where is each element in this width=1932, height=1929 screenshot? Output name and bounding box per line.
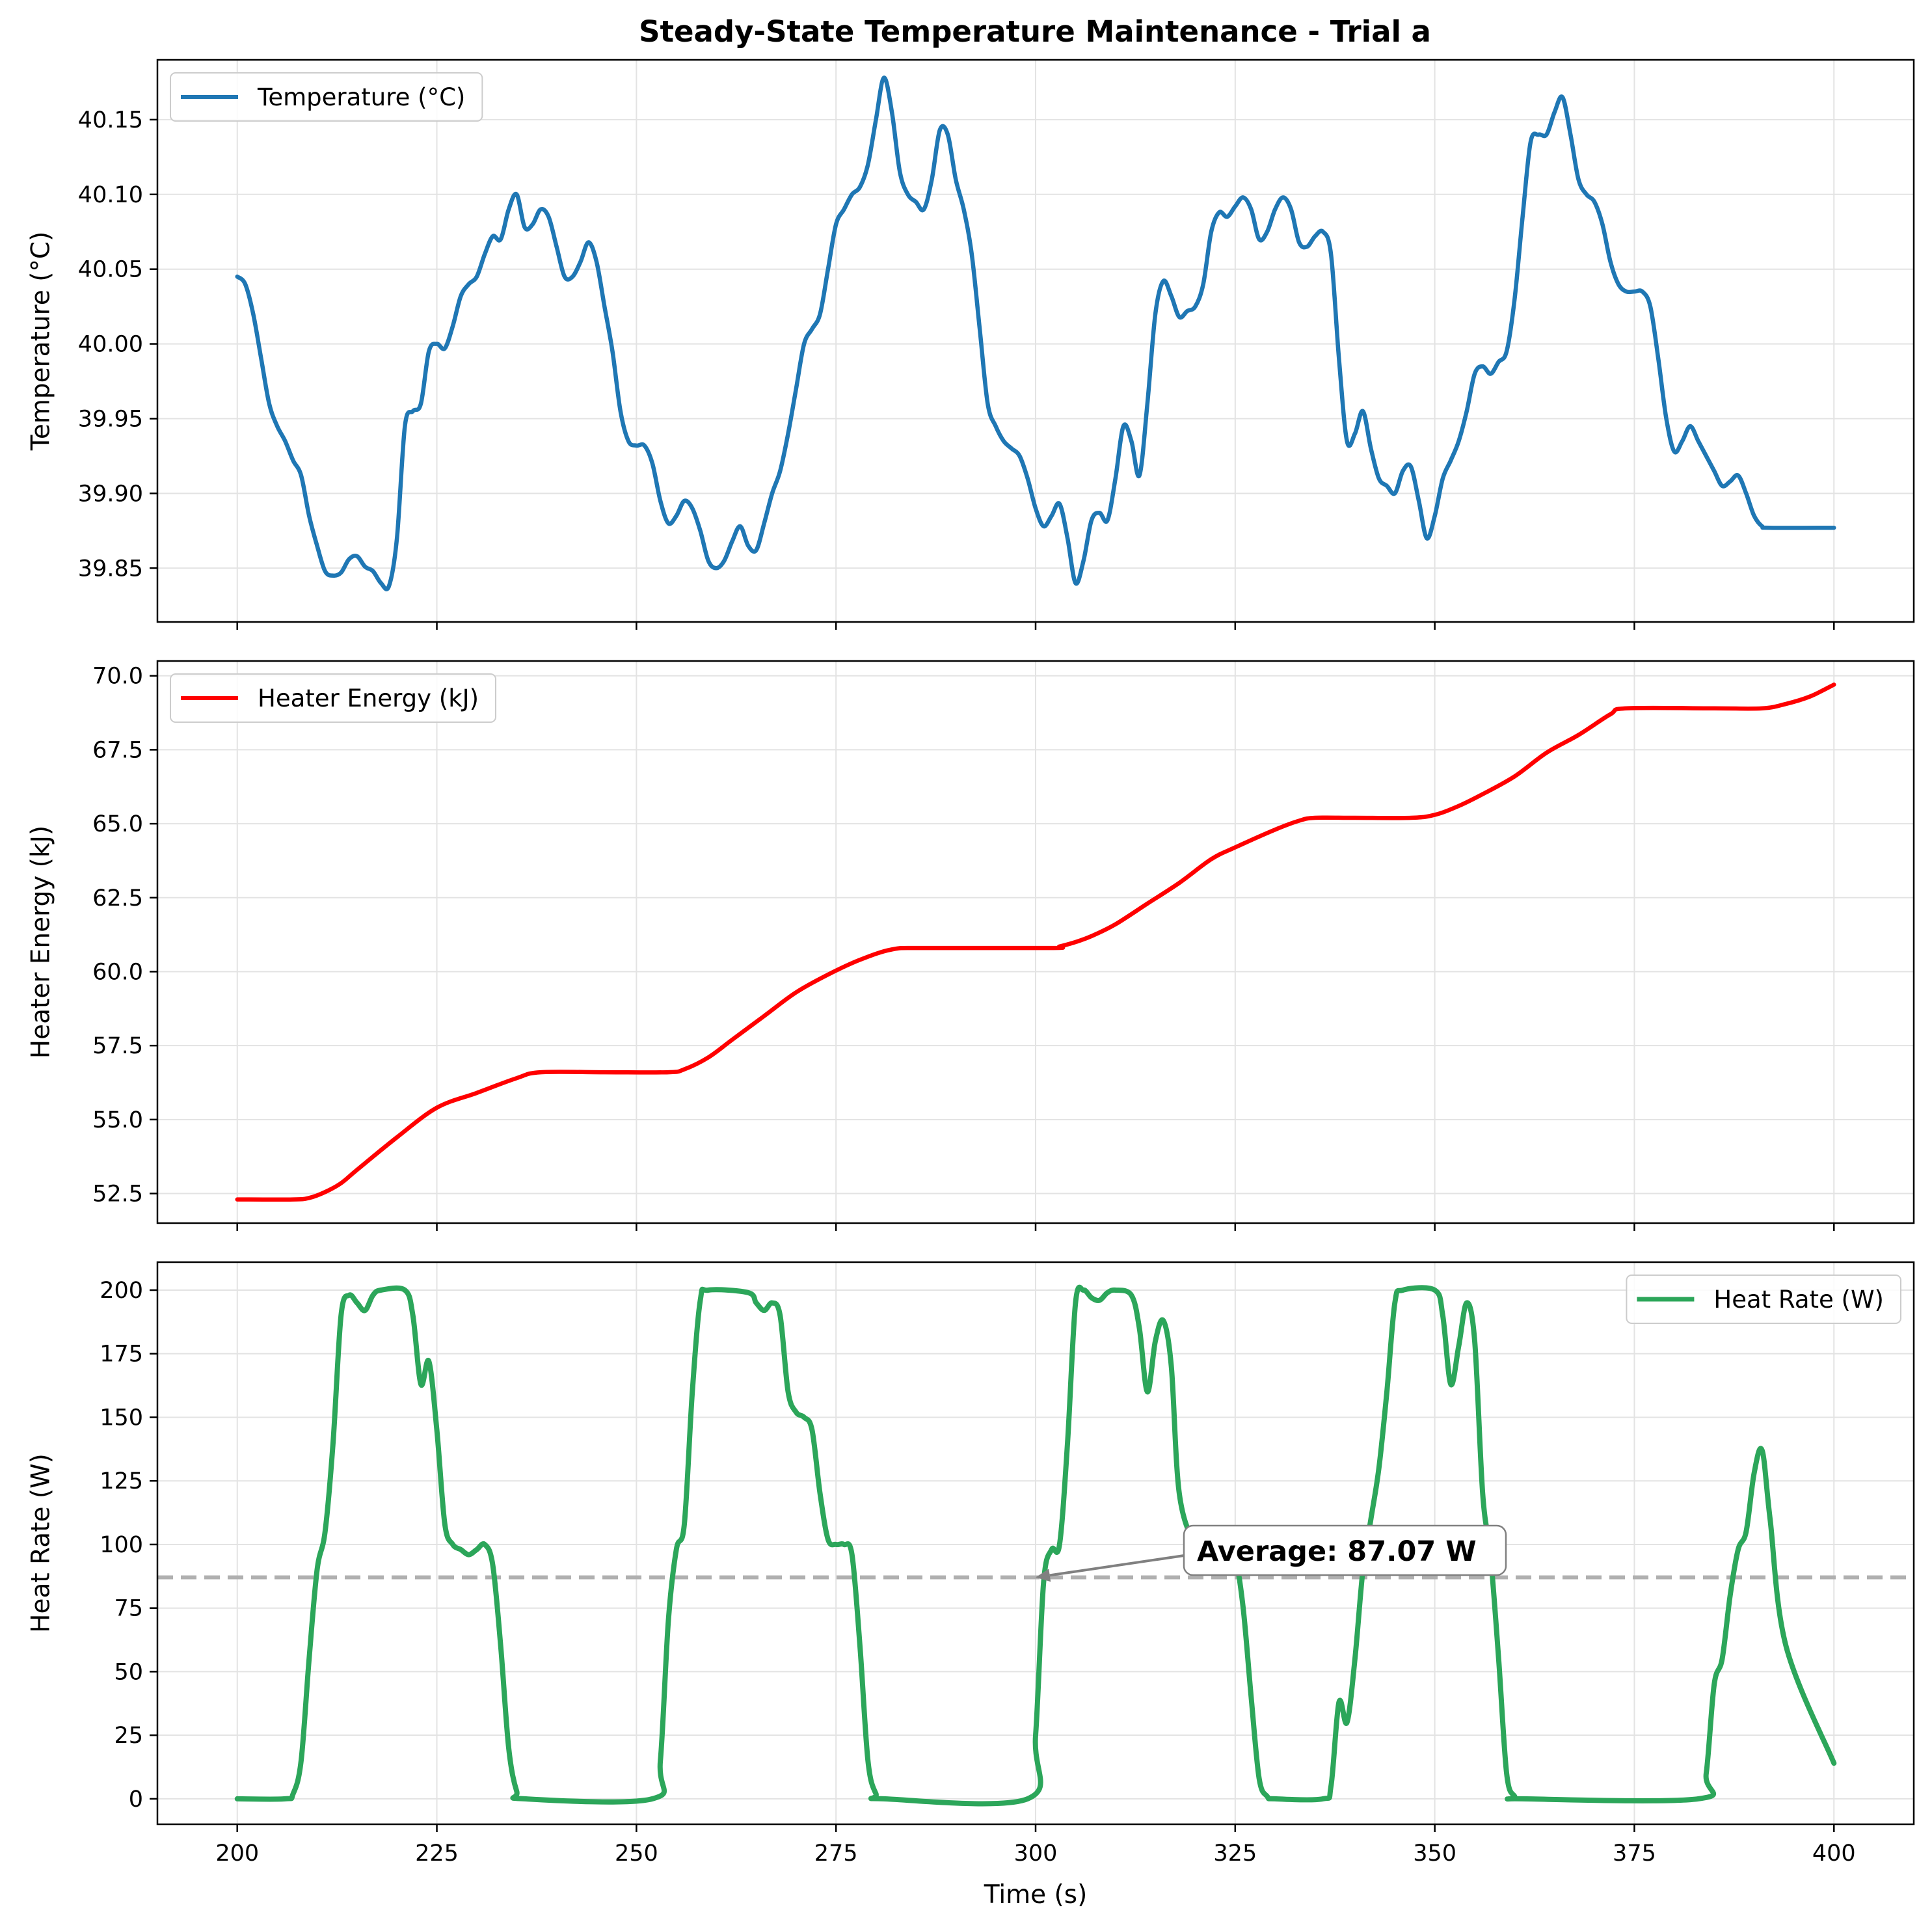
heater-energy-legend-label: Heater Energy (kJ) bbox=[258, 684, 479, 712]
heat-rate-series bbox=[234, 1284, 1837, 1807]
y-tick-label: 52.5 bbox=[92, 1181, 143, 1207]
y-tick-label: 175 bbox=[100, 1342, 143, 1368]
y-tick-label: 200 bbox=[100, 1278, 143, 1304]
heat-rate-legend-label: Heat Rate (W) bbox=[1713, 1286, 1884, 1314]
heat-rate-x-ticks: 200 225 250 275 300 325 350 375 400 bbox=[215, 1824, 1856, 1867]
temperature-y-ticks: 39.85 39.90 39.95 40.00 40.05 40.10 40.15 bbox=[78, 107, 157, 582]
y-tick-label: 39.95 bbox=[78, 406, 143, 432]
temperature-panel: 39.85 39.90 39.95 40.00 40.05 40.10 40.15 Temp… bbox=[27, 59, 1915, 630]
heater-energy-y-axis-label: Heater Energy (kJ) bbox=[27, 826, 56, 1059]
annotation-text: Average: 87.07 W bbox=[1197, 1535, 1477, 1568]
heat-rate-y-axis-label: Heat Rate (W) bbox=[27, 1453, 56, 1633]
series-line bbox=[235, 682, 1836, 1202]
annotation-arrow bbox=[1049, 1554, 1185, 1577]
x-tick-label: 225 bbox=[415, 1841, 459, 1867]
average-annotation: Average: 87.07 W bbox=[1036, 1524, 1507, 1582]
y-tick-label: 55.0 bbox=[92, 1107, 143, 1133]
temperature-series bbox=[235, 75, 1836, 591]
heater-energy-series bbox=[235, 682, 1836, 1202]
heat-rate-y-ticks: 0 25 50 75 100 125 150 175 200 bbox=[100, 1278, 157, 1813]
x-tick-label: 250 bbox=[615, 1841, 658, 1867]
y-tick-label: 75 bbox=[114, 1596, 143, 1622]
temperature-legend: Temperature (°C) bbox=[170, 72, 483, 122]
x-tick-label: 400 bbox=[1812, 1841, 1856, 1867]
y-tick-label: 0 bbox=[129, 1787, 143, 1813]
y-tick-label: 67.5 bbox=[92, 737, 143, 763]
y-tick-label: 40.10 bbox=[78, 182, 143, 208]
heat-rate-legend: Heat Rate (W) bbox=[1626, 1275, 1901, 1324]
heater-energy-grid bbox=[157, 661, 1914, 1223]
heater-energy-x-ticks bbox=[236, 1223, 1835, 1231]
x-tick-label: 200 bbox=[215, 1841, 259, 1867]
x-tick-label: 350 bbox=[1413, 1841, 1456, 1867]
y-tick-label: 150 bbox=[100, 1405, 143, 1431]
y-tick-label: 60.0 bbox=[92, 959, 143, 985]
heat-rate-panel: 0 25 50 75 100 125 150 175 200 200 225 250 275 300 32… bbox=[27, 1261, 1915, 1909]
series-line bbox=[235, 75, 1836, 591]
y-tick-label: 70.0 bbox=[92, 664, 143, 690]
temperature-grid bbox=[157, 60, 1914, 622]
series-line bbox=[234, 1284, 1837, 1807]
annotation-arrowhead bbox=[1036, 1569, 1051, 1582]
y-tick-label: 100 bbox=[100, 1532, 143, 1558]
annotation-box bbox=[1183, 1524, 1507, 1576]
heater-energy-panel: 52.5 55.0 57.5 60.0 62.5 65.0 67.5 70.0 Heater … bbox=[27, 660, 1915, 1231]
y-tick-label: 50 bbox=[114, 1659, 143, 1685]
temperature-x-ticks bbox=[236, 622, 1835, 630]
x-tick-label: 325 bbox=[1213, 1841, 1257, 1867]
y-tick-label: 40.00 bbox=[78, 332, 143, 358]
y-tick-label: 40.15 bbox=[78, 107, 143, 133]
y-tick-label: 62.5 bbox=[92, 885, 143, 911]
x-tick-label: 275 bbox=[814, 1841, 858, 1867]
x-axis-label: Time (s) bbox=[984, 1880, 1088, 1909]
y-tick-label: 65.0 bbox=[92, 811, 143, 837]
heater-energy-y-ticks: 52.5 55.0 57.5 60.0 62.5 65.0 67.5 70.0 bbox=[92, 664, 157, 1207]
y-tick-label: 39.85 bbox=[78, 556, 143, 582]
x-tick-label: 300 bbox=[1014, 1841, 1058, 1867]
y-tick-label: 57.5 bbox=[92, 1033, 143, 1059]
heater-energy-legend: Heater Energy (kJ) bbox=[170, 673, 497, 723]
chart-title: Steady-State Temperature Maintenance - T… bbox=[639, 14, 1431, 49]
y-tick-label: 125 bbox=[100, 1468, 143, 1494]
y-tick-label: 40.05 bbox=[78, 257, 143, 283]
temperature-y-axis-label: Temperature (°C) bbox=[27, 232, 56, 452]
x-tick-label: 375 bbox=[1613, 1841, 1656, 1867]
y-tick-label: 39.90 bbox=[78, 481, 143, 507]
y-tick-label: 25 bbox=[114, 1723, 143, 1749]
temperature-legend-label: Temperature (°C) bbox=[257, 83, 465, 111]
